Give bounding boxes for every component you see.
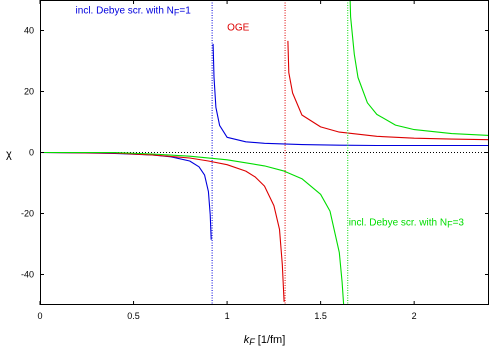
series-line-green-left-branch <box>40 151 345 305</box>
series-label-red: OGE <box>227 23 250 34</box>
y-tick-label: -40 <box>21 270 34 280</box>
y-tick-label: 20 <box>24 87 34 97</box>
x-axis-label: kF [1/fm] <box>244 334 286 347</box>
y-axis-label: χ <box>6 149 12 161</box>
series-line-blue-right-branch <box>212 43 489 147</box>
y-tick-label: -20 <box>21 209 34 219</box>
series-line-blue-left-branch <box>40 151 212 240</box>
x-tick-label: 1.5 <box>314 311 327 321</box>
x-tick-label: 2 <box>412 311 417 321</box>
x-tick-label: 0 <box>37 311 42 321</box>
tick-layer <box>39 0 489 305</box>
y-tick-label: 0 <box>29 148 34 158</box>
text-layer: 0 0.5 1 1.5 2 -40 -20 0 20 40 χ kF [1/fm] incl. Deby… <box>6 6 464 347</box>
series-label-blue: incl. Debye scr. with NF=1 <box>76 6 192 18</box>
series-line-red-right-branch <box>287 40 489 141</box>
series-label-green: incl. Debye scr. with NF=3 <box>349 218 465 230</box>
series-line-red-left-branch <box>40 151 285 302</box>
x-tick-label: 1 <box>225 311 230 321</box>
y-tick-label: 40 <box>24 26 34 36</box>
series-layer <box>40 0 489 305</box>
series-line-green-right-branch <box>349 0 489 136</box>
x-tick-label: 0.5 <box>127 311 140 321</box>
